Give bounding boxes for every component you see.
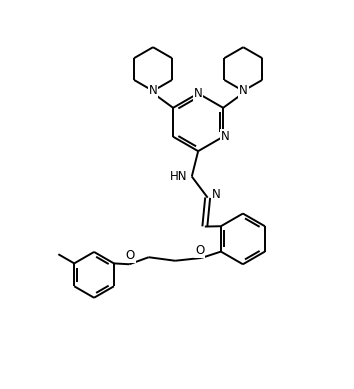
Text: N: N <box>212 188 221 202</box>
Text: O: O <box>195 244 204 257</box>
Text: N: N <box>149 84 158 97</box>
Text: O: O <box>125 249 135 262</box>
Text: N: N <box>221 130 229 143</box>
Text: N: N <box>239 84 248 97</box>
Text: HN: HN <box>170 170 187 183</box>
Text: N: N <box>194 87 202 100</box>
